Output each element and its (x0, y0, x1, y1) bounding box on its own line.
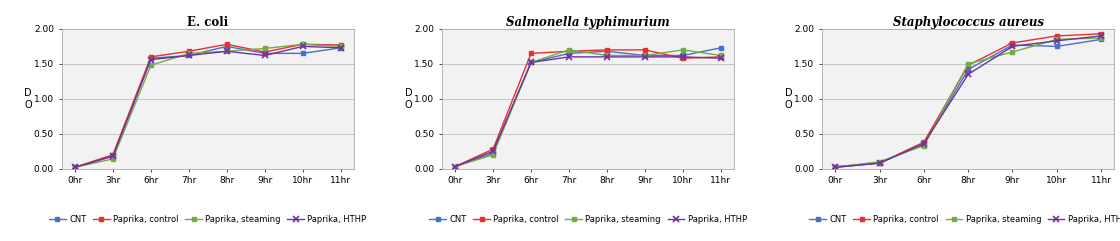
Y-axis label: D
O: D O (25, 88, 32, 110)
Title: Staphylococcus aureus: Staphylococcus aureus (893, 16, 1044, 29)
Legend: CNT, Paprika, control, Paprika, steaming, Paprika, HTHP: CNT, Paprika, control, Paprika, steaming… (806, 212, 1120, 228)
Legend: CNT, Paprika, control, Paprika, steaming, Paprika, HTHP: CNT, Paprika, control, Paprika, steaming… (46, 212, 370, 228)
Y-axis label: D
O: D O (404, 88, 412, 110)
Y-axis label: D
O: D O (785, 88, 793, 110)
Legend: CNT, Paprika, control, Paprika, steaming, Paprika, HTHP: CNT, Paprika, control, Paprika, steaming… (426, 212, 750, 228)
Title: E. coli: E. coli (187, 16, 228, 29)
Title: Salmonella typhimurium: Salmonella typhimurium (506, 16, 670, 29)
